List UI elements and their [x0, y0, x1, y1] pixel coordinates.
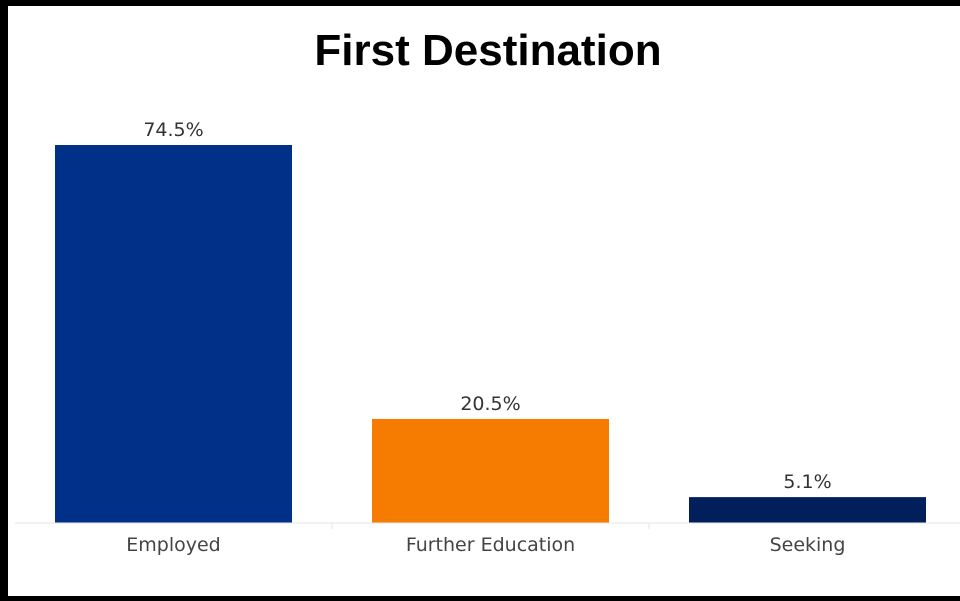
- data-label: 74.5%: [143, 119, 203, 141]
- x-tick-label: Seeking: [770, 534, 846, 556]
- data-label: 20.5%: [460, 393, 520, 415]
- data-label: 5.1%: [783, 471, 831, 493]
- bar-seeking: [689, 497, 926, 523]
- x-tick-label: Employed: [126, 534, 220, 556]
- bar-employed: [55, 145, 292, 523]
- chart-title: First Destination: [314, 26, 662, 75]
- x-tick-label: Further Education: [406, 534, 575, 556]
- bar-further-education: [372, 418, 609, 523]
